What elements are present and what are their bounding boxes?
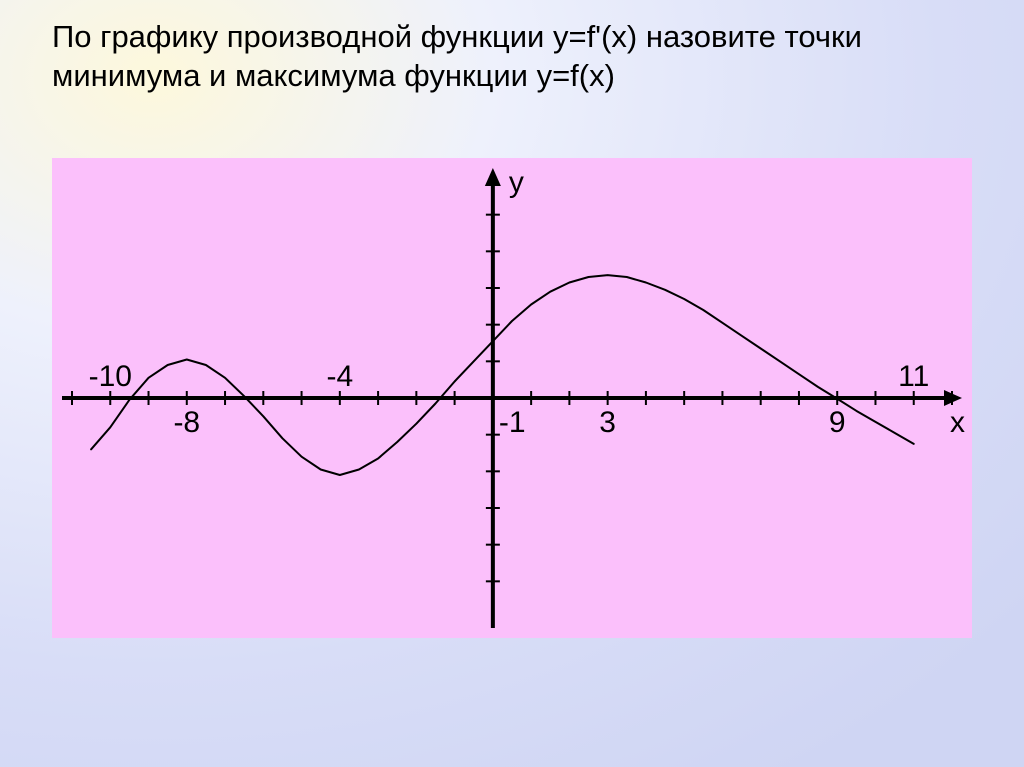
x-axis-number: 3 [599,406,616,439]
slide-title: По графику производной функции y=f'(x) н… [52,18,952,96]
x-axis-number: 11 [898,360,929,393]
derivative-chart: y x -10 -8 -4 -1 3 9 11 [52,158,972,638]
x-axis-number: -4 [326,360,353,393]
x-axis-number: -1 [499,406,526,439]
x-axis-label: x [950,406,965,439]
y-axis-label: y [509,166,524,199]
slide: По графику производной функции y=f'(x) н… [0,0,1024,767]
x-axis-number: 9 [829,406,846,439]
x-axis-number: -8 [173,406,200,439]
x-axis-number: -10 [89,360,132,393]
